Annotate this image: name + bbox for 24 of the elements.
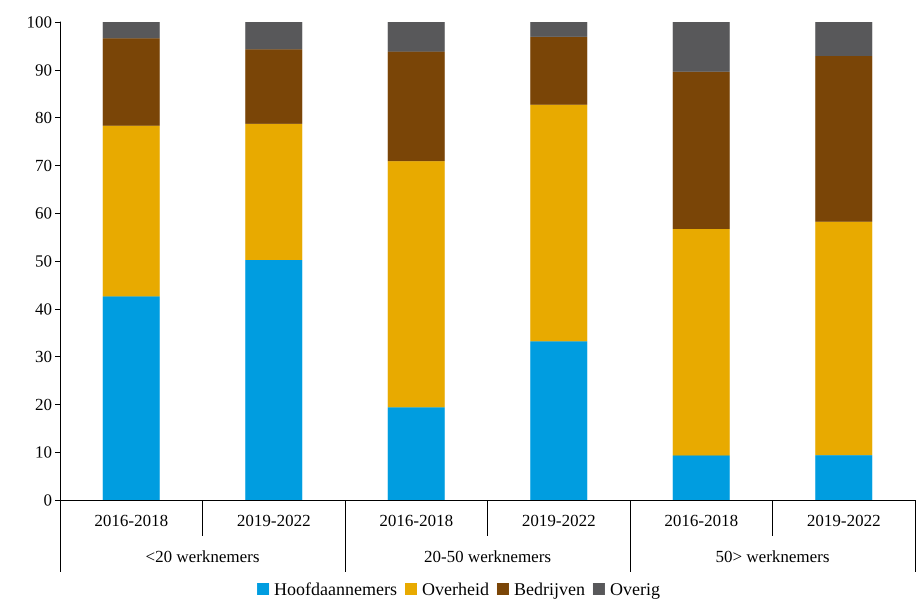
y-tick-label: 0 [44, 490, 52, 510]
legend-label: Overig [610, 579, 660, 599]
text: 20-50 werknemers [424, 547, 551, 566]
x-tick-label: 2016-2018 [664, 511, 738, 530]
y-tick-label: 80 [35, 108, 52, 128]
x-tick-label: 2019-2022 [236, 511, 311, 530]
legend-label: Hoofdaannemers [274, 579, 398, 599]
y-tick-label: 90 [35, 60, 52, 80]
legend-label: Overheid [422, 579, 489, 599]
y-tick-label: 60 [35, 204, 52, 223]
y-tick-label: 20 [35, 394, 52, 414]
x-tick-label: 2016-2018 [379, 511, 454, 530]
y-tick-label: 40 [35, 299, 52, 318]
text: <20 werknemers [146, 547, 260, 566]
x-tick-label: 2016-2018 [94, 511, 168, 530]
y-tick-label: 100 [26, 12, 52, 32]
text: 50> werknemers [716, 547, 830, 566]
y-tick-label: 70 [35, 156, 52, 175]
x-tick-label: 2019-2022 [806, 511, 881, 530]
y-tick-label: 50 [35, 252, 52, 270]
y-tick-label: 10 [35, 442, 52, 462]
legend-label: Bedrijven [514, 579, 585, 599]
y-tick-label: 30 [35, 347, 52, 366]
x-tick-label: 2019-2022 [522, 511, 596, 530]
